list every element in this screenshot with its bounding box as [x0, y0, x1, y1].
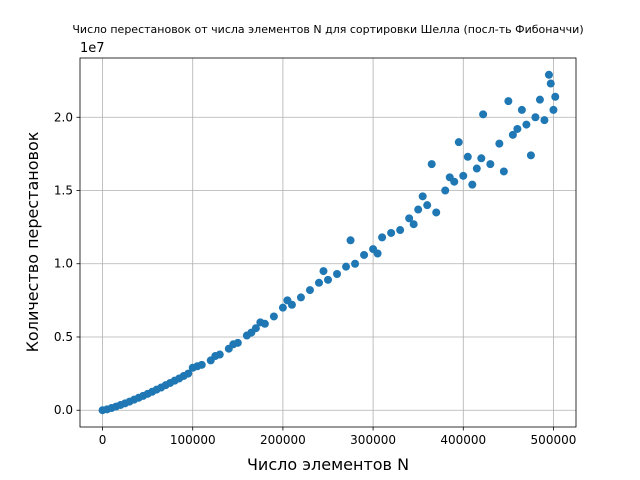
point [414, 205, 423, 214]
point [378, 233, 387, 242]
y-tick-label: 2.0 [54, 110, 73, 124]
point [373, 249, 382, 258]
point [549, 105, 558, 114]
point [441, 186, 450, 195]
point [517, 105, 526, 114]
x-tick-label: 300000 [350, 433, 396, 447]
point [531, 113, 540, 122]
y-tick-label: 1.5 [54, 183, 73, 197]
ticks: 0 100000 200000 300000 400000 500000 0.0 0.5 1.0… [54, 110, 576, 447]
axes-frame [79, 57, 577, 428]
x-tick-label: 200000 [260, 433, 306, 447]
point [486, 160, 495, 169]
point [305, 286, 314, 295]
y-offset-label: 1e7 [80, 41, 105, 56]
point [472, 164, 481, 173]
point [540, 116, 549, 125]
point [351, 259, 360, 268]
point [405, 214, 414, 223]
point [522, 120, 531, 129]
point [504, 97, 513, 106]
point [546, 79, 555, 88]
chart-title: Число перестановок от числа элементов N … [72, 23, 583, 36]
point [342, 262, 351, 271]
point [495, 139, 504, 148]
point [296, 293, 305, 302]
point [459, 171, 468, 180]
grid [80, 58, 576, 427]
point [468, 180, 477, 189]
point [499, 167, 508, 176]
point [463, 152, 472, 161]
point [535, 95, 544, 104]
point [184, 369, 193, 378]
point [314, 278, 323, 287]
point [346, 236, 355, 245]
point [260, 319, 269, 328]
x-tick-label: 100000 [170, 433, 216, 447]
point [197, 360, 206, 369]
point [526, 151, 535, 160]
y-tick-label: 0.5 [54, 330, 73, 344]
point [251, 324, 260, 333]
point [409, 220, 418, 229]
point [508, 130, 517, 139]
point [454, 138, 463, 147]
x-tick-label: 0 [99, 433, 107, 447]
point [215, 350, 224, 359]
point [278, 303, 287, 312]
x-tick-label: 500000 [531, 433, 577, 447]
point [233, 338, 242, 347]
point [427, 160, 436, 169]
point [479, 110, 488, 119]
point [544, 70, 553, 79]
point [269, 312, 278, 321]
point [387, 228, 396, 237]
point [423, 201, 432, 210]
point [432, 208, 441, 217]
point [360, 250, 369, 259]
y-tick-label: 1.0 [54, 257, 73, 271]
point [450, 177, 459, 186]
y-tick-label: 0.0 [54, 403, 73, 417]
points [98, 70, 560, 415]
point [319, 267, 328, 276]
point [418, 192, 427, 201]
point [324, 275, 332, 284]
point [333, 269, 342, 278]
x-tick-label: 400000 [440, 433, 486, 447]
point [513, 124, 522, 133]
point [287, 300, 296, 309]
point [551, 92, 560, 101]
x-axis-label: Число элементов N [247, 455, 409, 474]
point [396, 226, 405, 235]
y-axis-label: Количество перестановок [23, 131, 42, 352]
point [477, 154, 486, 163]
